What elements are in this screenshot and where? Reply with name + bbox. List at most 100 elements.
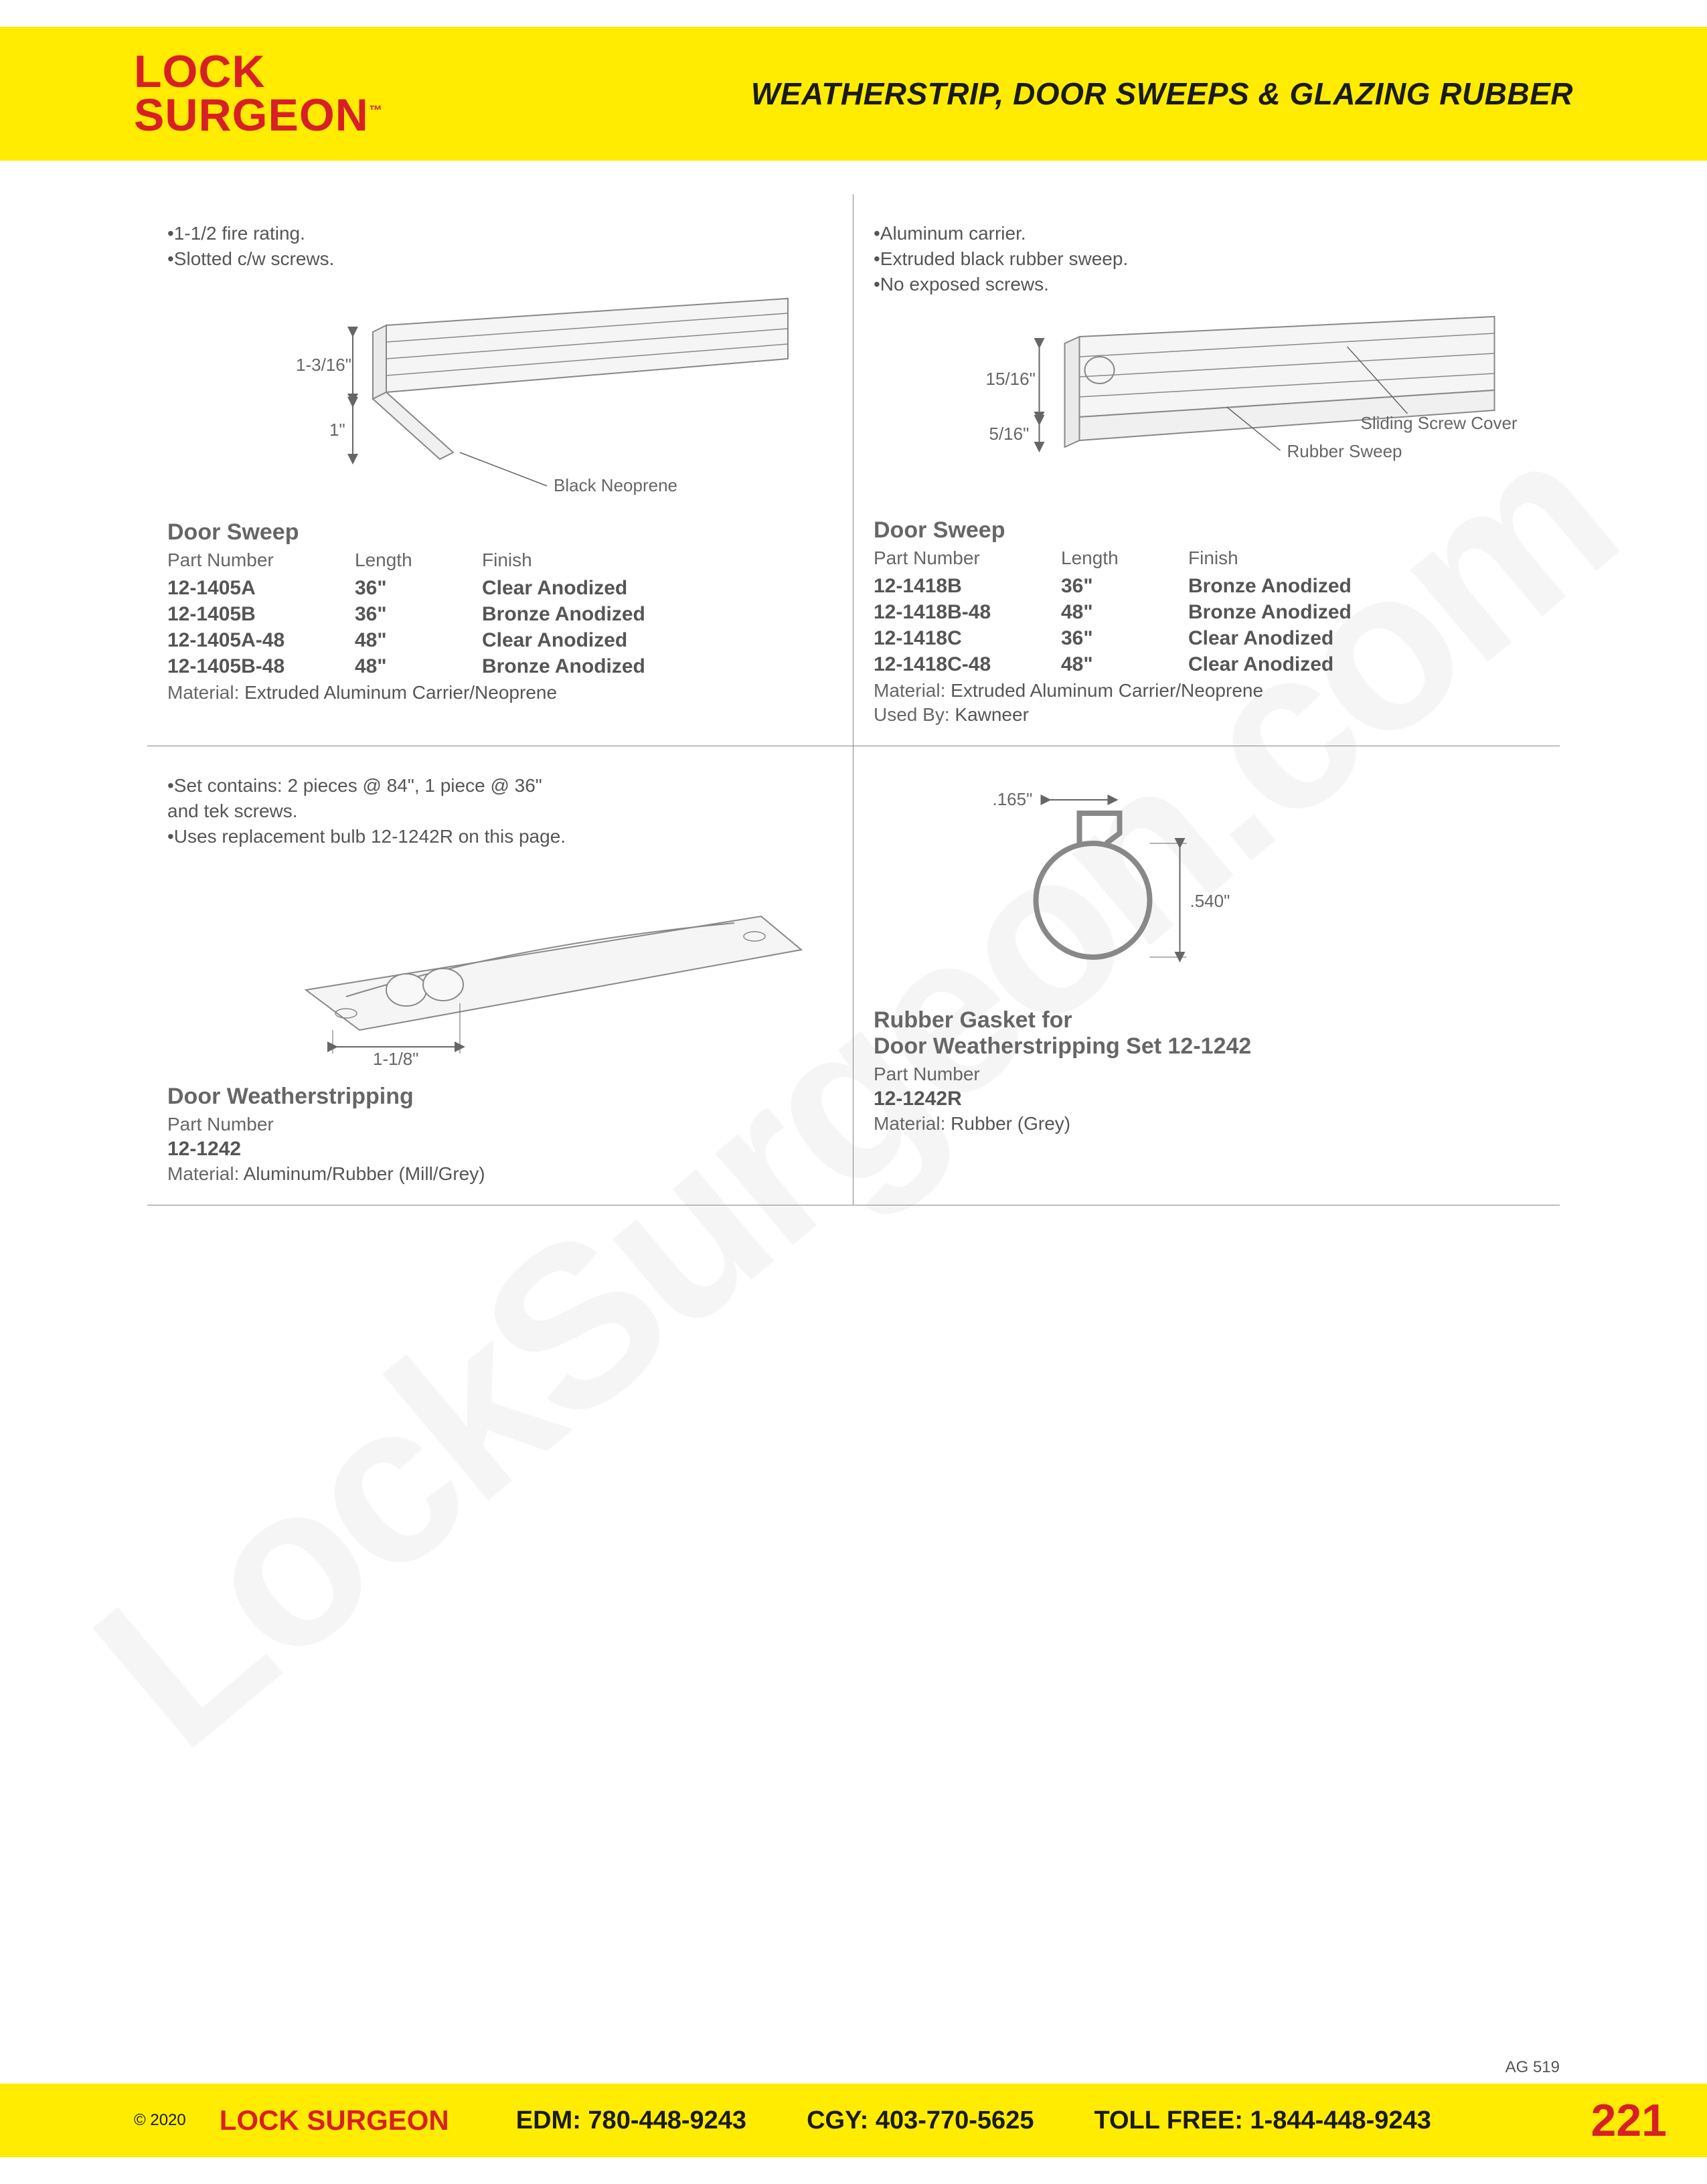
cell: 12-1405A bbox=[167, 575, 355, 601]
table-row: 12-1405B36"Bronze Anodized bbox=[167, 601, 833, 627]
bullet: •Uses replacement bulb 12-1242R on this … bbox=[167, 824, 833, 849]
page-number: 221 bbox=[1591, 2094, 1667, 2147]
diagram-door-sweep-1418: 15/16" 5/16" Sliding Screw Cover Rubber … bbox=[874, 310, 1540, 511]
product-title-line1: Rubber Gasket for bbox=[874, 1007, 1540, 1033]
panel-top-left: •1-1/2 fire rating. •Slotted c/w screws. bbox=[147, 194, 854, 746]
diagram-weatherstripping-1242: 1-1/8" bbox=[167, 863, 833, 1077]
pn-label: Part Number bbox=[167, 1114, 833, 1135]
col-fin: Finish bbox=[482, 550, 833, 571]
material-line: Material: Aluminum/Rubber (Mill/Grey) bbox=[167, 1163, 833, 1185]
page-title: WEATHERSTRIP, DOOR SWEEPS & GLAZING RUBB… bbox=[751, 76, 1573, 112]
bullet: •No exposed screws. bbox=[874, 272, 1540, 297]
bullets-tl: •1-1/2 fire rating. •Slotted c/w screws. bbox=[167, 221, 833, 272]
part-number: 12-1242 bbox=[167, 1138, 833, 1161]
cell: 12-1418C bbox=[874, 625, 1061, 651]
table-row: 12-1418C36"Clear Anodized bbox=[874, 625, 1540, 651]
dim-1in: 1" bbox=[329, 420, 345, 440]
cell: 12-1418C-48 bbox=[874, 651, 1061, 677]
part-number: 12-1242R bbox=[874, 1088, 1540, 1110]
col-pn: Part Number bbox=[167, 550, 355, 571]
cell: Clear Anodized bbox=[482, 627, 833, 653]
cell: 36" bbox=[1061, 573, 1188, 599]
panel-top-right: •Aluminum carrier. •Extruded black rubbe… bbox=[854, 194, 1560, 746]
product-title-line2: Door Weatherstripping Set 12-1242 bbox=[874, 1033, 1540, 1060]
phone-tollfree: TOLL FREE: 1-844-448-9243 bbox=[1094, 2106, 1431, 2135]
table-row: 12-1418B-4848"Bronze Anodized bbox=[874, 599, 1540, 625]
cell: 48" bbox=[1061, 651, 1188, 677]
col-pn: Part Number bbox=[874, 548, 1061, 569]
content-area: •1-1/2 fire rating. •Slotted c/w screws. bbox=[147, 194, 1560, 2050]
col-len: Length bbox=[1061, 548, 1188, 569]
phone-cgy: CGY: 403-770-5625 bbox=[807, 2106, 1034, 2135]
cell: 36" bbox=[355, 601, 482, 627]
table-row: 12-1405A-4848"Clear Anodized bbox=[167, 627, 833, 653]
bullet: •Set contains: 2 pieces @ 84", 1 piece @… bbox=[167, 773, 833, 799]
column-headers: Part Number Length Finish bbox=[874, 548, 1540, 569]
mat-value: Extruded Aluminum Carrier/Neoprene bbox=[244, 682, 557, 703]
table-row: 12-1405A36"Clear Anodized bbox=[167, 575, 833, 601]
panel-bottom-right: .165" .540" Rubber Gasket for Door Weath… bbox=[854, 746, 1560, 1204]
material-line: Material: Extruded Aluminum Carrier/Neop… bbox=[874, 680, 1540, 701]
mat-label: Material: bbox=[167, 1163, 239, 1184]
phone-edm: EDM: 780-448-9243 bbox=[516, 2106, 746, 2135]
col-fin: Finish bbox=[1188, 548, 1540, 569]
copyright: © 2020 bbox=[134, 2111, 186, 2130]
dim-1-3-16: 1-3/16" bbox=[296, 355, 351, 375]
cell: 48" bbox=[355, 627, 482, 653]
cell: Bronze Anodized bbox=[1188, 573, 1540, 599]
trademark-symbol: ™ bbox=[369, 103, 383, 118]
dim-15-16: 15/16" bbox=[986, 369, 1036, 389]
product-title: Door Sweep bbox=[874, 517, 1540, 543]
dim-540: .540" bbox=[1190, 891, 1230, 911]
diagram-door-sweep-1405: 1-3/16" 1" Black Neoprene bbox=[167, 285, 833, 513]
brand-name: SURGEON bbox=[134, 90, 369, 141]
material-line: Material: Rubber (Grey) bbox=[874, 1113, 1540, 1135]
panel-bottom-left: •Set contains: 2 pieces @ 84", 1 piece @… bbox=[147, 746, 854, 1204]
table-row: 12-1405B-4848"Bronze Anodized bbox=[167, 653, 833, 679]
product-title: Door Weatherstripping bbox=[167, 1084, 833, 1110]
table-row: 12-1418B36"Bronze Anodized bbox=[874, 573, 1540, 599]
mat-label: Material: bbox=[874, 1113, 945, 1134]
cell: 12-1418B-48 bbox=[874, 599, 1061, 625]
column-headers: Part Number Length Finish bbox=[167, 550, 833, 571]
cell: 36" bbox=[355, 575, 482, 601]
bullet: and tek screws. bbox=[167, 799, 833, 824]
mat-value: Extruded Aluminum Carrier/Neoprene bbox=[951, 680, 1263, 701]
cell: 12-1405A-48 bbox=[167, 627, 355, 653]
bullet: •1-1/2 fire rating. bbox=[167, 221, 833, 246]
product-title: Door Sweep bbox=[167, 519, 833, 545]
dim-1-1-8: 1-1/8" bbox=[373, 1049, 419, 1069]
mat-value: Aluminum/Rubber (Mill/Grey) bbox=[244, 1163, 485, 1184]
cell: 12-1405B-48 bbox=[167, 653, 355, 679]
cell: Clear Anodized bbox=[1188, 625, 1540, 651]
diagram-rubber-gasket-1242r: .165" .540" bbox=[874, 773, 1540, 1001]
mat-value: Rubber (Grey) bbox=[951, 1113, 1070, 1134]
ag-code: AG 519 bbox=[1506, 2058, 1560, 2077]
bullet: •Aluminum carrier. bbox=[874, 221, 1540, 246]
bullet: •Slotted c/w screws. bbox=[167, 246, 833, 272]
footer-brand: LOCK SURGEON bbox=[220, 2104, 449, 2136]
header-bar: LOCK SURGEON™ WEATHERSTRIP, DOOR SWEEPS … bbox=[0, 27, 1707, 161]
mat-label: Material: bbox=[874, 680, 945, 701]
callout-screw-cover: Sliding Screw Cover bbox=[1361, 413, 1518, 433]
dim-5-16: 5/16" bbox=[989, 424, 1030, 444]
cell: Clear Anodized bbox=[482, 575, 833, 601]
cell: Bronze Anodized bbox=[482, 601, 833, 627]
callout-rubber-sweep: Rubber Sweep bbox=[1287, 441, 1402, 461]
brand-logo: LOCK SURGEON™ bbox=[134, 50, 383, 137]
brand-line2: SURGEON™ bbox=[134, 94, 383, 137]
cell: Clear Anodized bbox=[1188, 651, 1540, 677]
cell: 48" bbox=[1061, 599, 1188, 625]
table-row: 12-1418C-4848"Clear Anodized bbox=[874, 651, 1540, 677]
pn-label: Part Number bbox=[874, 1064, 1540, 1085]
brand-line1: LOCK bbox=[134, 50, 383, 94]
usedby-value: Kawneer bbox=[955, 704, 1029, 725]
panel-row-2: •Set contains: 2 pieces @ 84", 1 piece @… bbox=[147, 746, 1560, 1205]
material-line: Material: Extruded Aluminum Carrier/Neop… bbox=[167, 682, 833, 703]
cell: Bronze Anodized bbox=[1188, 599, 1540, 625]
footer-bar: © 2020 LOCK SURGEON EDM: 780-448-9243 CG… bbox=[0, 2084, 1707, 2157]
bullets-bl: •Set contains: 2 pieces @ 84", 1 piece @… bbox=[167, 773, 833, 849]
bullets-tr: •Aluminum carrier. •Extruded black rubbe… bbox=[874, 221, 1540, 297]
col-len: Length bbox=[355, 550, 482, 571]
dim-165: .165" bbox=[993, 789, 1033, 809]
